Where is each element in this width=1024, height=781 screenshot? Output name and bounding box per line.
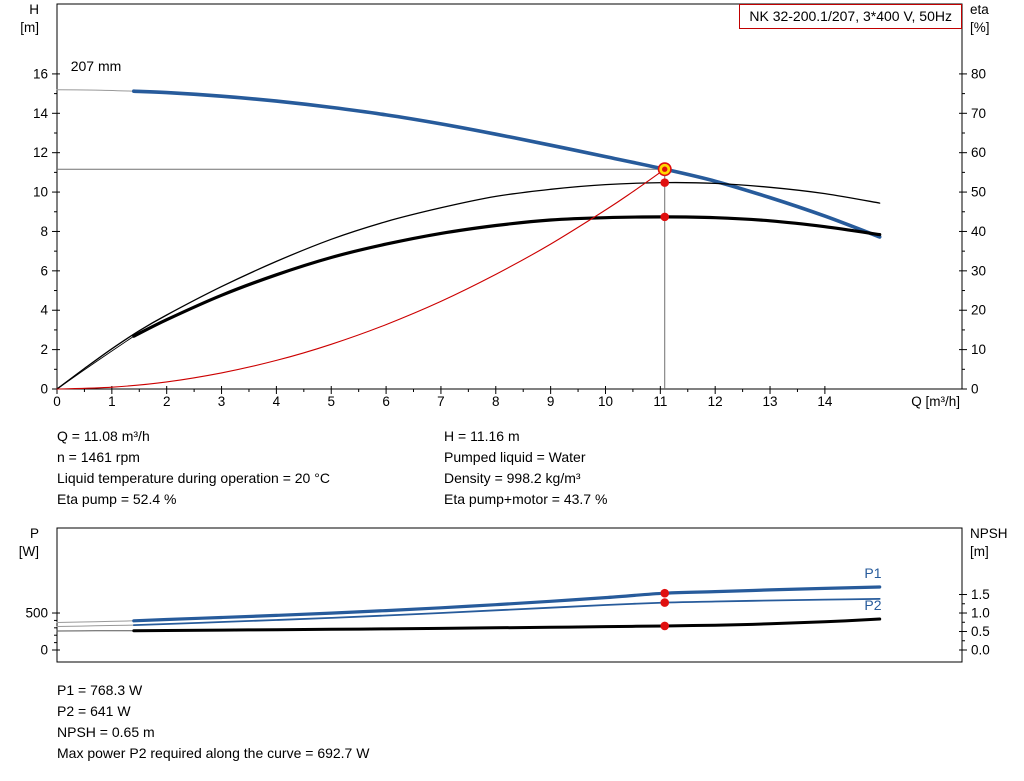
tick-label: 0.0	[971, 643, 990, 658]
tick-label: 1.0	[971, 606, 990, 621]
tick-label: 50	[971, 185, 986, 200]
tick-label: 2	[163, 394, 171, 409]
p2-value-text: P2 = 641 W	[57, 703, 131, 719]
eta-pump-motor-lead	[56, 335, 135, 390]
x-axis-title: Q [m³/h]	[911, 394, 960, 409]
h-curve-lead	[56, 89, 135, 92]
tick-label: 8	[40, 224, 48, 239]
tick-label: 500	[25, 606, 48, 621]
tick-label: 20	[971, 303, 986, 318]
p1-curve	[132, 585, 882, 623]
tick-label: 16	[33, 66, 48, 81]
y-right-axis-title: NPSH	[970, 526, 1008, 541]
tick-label: 7	[437, 394, 445, 409]
h-curve	[132, 89, 882, 239]
y-right-axis-title: [m]	[970, 544, 989, 559]
pumped-liquid-text: Pumped liquid = Water	[444, 449, 586, 465]
tick-label: 8	[492, 394, 500, 409]
tick-label: 12	[33, 145, 48, 160]
tick-label: 12	[708, 394, 723, 409]
tick-label: 0.5	[971, 624, 990, 639]
pump-title-box: NK 32-200.1/207, 3*400 V, 50Hz	[739, 4, 962, 29]
pump-title: NK 32-200.1/207, 3*400 V, 50Hz	[749, 8, 952, 24]
y-left-axis-title: P	[30, 526, 39, 541]
duty-analysis-right-column: H = 11.16 m Pumped liquid = Water Densit…	[444, 426, 607, 510]
y-right-axis-title: [%]	[970, 20, 990, 35]
p2-curve	[132, 598, 881, 626]
impeller-size-label: 207 mm	[71, 58, 122, 74]
tick-label: 6	[40, 263, 48, 278]
eta-pump-curve	[56, 181, 881, 390]
duty-analysis-left-column: Q = 11.08 m³/h n = 1461 rpm Liquid tempe…	[57, 426, 330, 510]
tick-label: 10	[598, 394, 613, 409]
eta-pump-motor-marker	[660, 212, 670, 222]
y-left-axis-title: [W]	[19, 544, 39, 559]
tick-label: 60	[971, 145, 986, 160]
p1-value-text: P1 = 768.3 W	[57, 682, 143, 698]
tick-label: 6	[382, 394, 390, 409]
tick-label: 0	[53, 394, 61, 409]
tick-label: 0	[971, 382, 979, 397]
tick-label: 1	[108, 394, 116, 409]
flow-value-text: Q = 11.08 m³/h	[57, 428, 150, 444]
tick-label: 40	[971, 224, 986, 239]
tick-label: 3	[218, 394, 226, 409]
density-text: Density = 998.2 kg/m³	[444, 470, 581, 486]
p1-curve-lead	[56, 620, 135, 623]
performance-frame	[56, 3, 963, 390]
p1-curve-label: P1	[864, 565, 881, 581]
npsh-marker	[660, 621, 670, 631]
hq-eta-chart: 0 1 2 3 4 5 6 7 8 9 10 11 12 13 1402468101214160102030…	[20, 2, 990, 409]
eta-pump-motor-text: Eta pump+motor = 43.7 %	[444, 491, 608, 507]
head-value-text: H = 11.16 m	[444, 428, 520, 444]
y-left-axis-title: H	[29, 2, 39, 17]
liquid-temperature-text: Liquid temperature during operation = 20…	[57, 470, 330, 486]
tick-label: 14	[33, 106, 49, 121]
tick-label: 0	[40, 382, 48, 397]
eta-pump-text: Eta pump = 52.4 %	[57, 491, 177, 507]
tick-label: 11	[653, 394, 667, 409]
duty-point-marker-center	[662, 166, 668, 172]
tick-label: 4	[273, 394, 281, 409]
p2-curve-lead	[56, 624, 135, 627]
tick-label: 0	[40, 643, 48, 658]
eta-pump-marker	[660, 178, 670, 187]
power-npsh-chart: 0 500 0.0 0.5 1.0 1.5 P1 P2 P [W] NPSH [m]	[19, 526, 1008, 663]
speed-value-text: n = 1461 rpm	[57, 449, 140, 465]
tick-label: 10	[971, 342, 986, 357]
tick-label: 30	[971, 263, 986, 278]
max-p2-text: Max power P2 required along the curve = …	[57, 745, 370, 761]
p2-marker	[660, 598, 670, 607]
eta-pump-motor-curve	[132, 215, 882, 338]
y-left-axis-title: [m]	[20, 20, 39, 35]
npsh-curve	[132, 617, 882, 633]
tick-label: 13	[763, 394, 778, 409]
system-curve	[56, 168, 666, 390]
tick-label: 80	[971, 66, 986, 81]
tick-label: 5	[327, 394, 335, 409]
y-right-axis-title: eta	[970, 2, 989, 17]
power-npsh-frame	[56, 527, 963, 663]
tick-label: 2	[40, 342, 48, 357]
tick-label: 70	[971, 106, 986, 121]
tick-label: 1.5	[971, 587, 990, 602]
tick-label: 10	[33, 185, 48, 200]
tick-label: 4	[40, 303, 48, 318]
p2-curve-label: P2	[864, 597, 881, 613]
tick-label: 9	[547, 394, 555, 409]
p1-marker	[660, 588, 670, 598]
tick-label: 14	[817, 394, 833, 409]
npsh-value-text: NPSH = 0.65 m	[57, 724, 155, 740]
power-results-block: P1 = 768.3 W P2 = 641 W NPSH = 0.65 m Ma…	[57, 680, 369, 764]
